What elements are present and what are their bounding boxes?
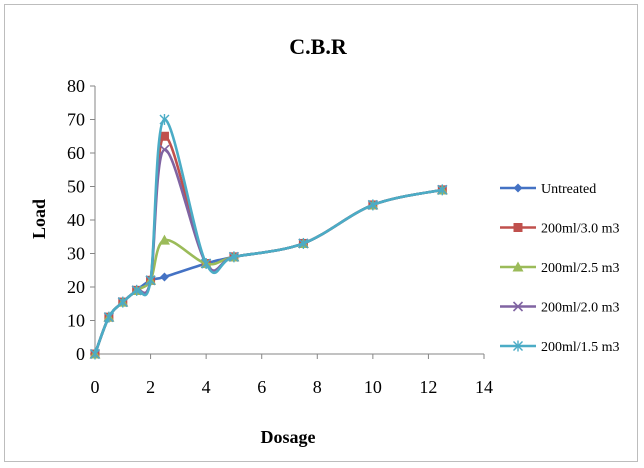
x-tick-label: 8 [313, 377, 322, 397]
series-200ml-1-5-m3 [90, 114, 448, 360]
y-tick-label: 50 [67, 177, 85, 197]
x-tick-label: 10 [364, 377, 382, 397]
data-point [228, 251, 239, 263]
data-point [131, 284, 142, 296]
chart-frame [4, 4, 638, 462]
legend-marker [513, 223, 523, 232]
x-tick-label: 14 [475, 377, 493, 397]
y-tick-label: 30 [67, 244, 85, 264]
plot-area [89, 114, 448, 360]
legend-item: 200ml/2.0 m3 [500, 301, 620, 316]
y-tick-label: 10 [67, 311, 85, 331]
y-tick-label: 70 [67, 110, 85, 130]
y-tick-label: 80 [67, 76, 85, 96]
data-point [159, 131, 169, 141]
legend-label: Untreated [541, 182, 596, 197]
legend-label: 200ml/3.0 m3 [541, 222, 620, 237]
x-tick-label: 6 [257, 377, 266, 397]
legend-marker [513, 340, 523, 352]
y-tick-label: 20 [67, 277, 85, 297]
y-tick-label: 0 [76, 344, 85, 364]
data-point [159, 272, 169, 282]
series-200ml-2-5-m3 [89, 184, 448, 359]
legend-item: Untreated [500, 182, 596, 197]
data-point [159, 114, 170, 125]
legend-marker [512, 261, 524, 272]
legend-item: 200ml/3.0 m3 [500, 222, 620, 237]
series-untreated [90, 185, 447, 359]
series-line [93, 134, 443, 355]
data-point [201, 258, 212, 270]
data-point [90, 348, 100, 360]
series-line [93, 188, 443, 355]
data-point [298, 237, 309, 249]
legend-label: 200ml/2.0 m3 [541, 301, 620, 316]
chart-title: C.B.R [289, 34, 348, 59]
x-tick-label: 2 [146, 377, 155, 397]
x-tick-label: 4 [202, 377, 211, 397]
data-point [158, 234, 170, 245]
x-tick-label: 12 [419, 377, 437, 397]
series-line [93, 188, 443, 355]
legend: Untreated 200ml/3.0 m3 200ml/2.5 m3 200ml/2… [500, 182, 620, 355]
x-tick-label: 0 [91, 377, 100, 397]
legend-item: 200ml/2.5 m3 [500, 261, 620, 276]
legend-label: 200ml/1.5 m3 [541, 340, 620, 355]
legend-marker [513, 183, 523, 193]
data-point [367, 199, 378, 211]
series-200ml-3-0-m3 [90, 131, 447, 359]
data-point [145, 274, 156, 286]
axes: 0 10 20 30 40 50 60 70 80 0 2 4 6 8 10 12 14 [67, 76, 493, 397]
data-point [103, 311, 114, 323]
legend-marker [512, 301, 524, 312]
y-axis-label: Load [29, 199, 49, 239]
legend-item: 200ml/1.5 m3 [500, 340, 620, 355]
y-tick-label: 60 [67, 143, 85, 163]
y-tick-label: 40 [67, 210, 85, 230]
data-point [159, 144, 170, 155]
data-point [117, 296, 128, 308]
data-point [437, 184, 448, 196]
x-axis-label: Dosage [261, 427, 316, 447]
series-line [93, 118, 443, 355]
legend-label: 200ml/2.5 m3 [541, 261, 620, 276]
